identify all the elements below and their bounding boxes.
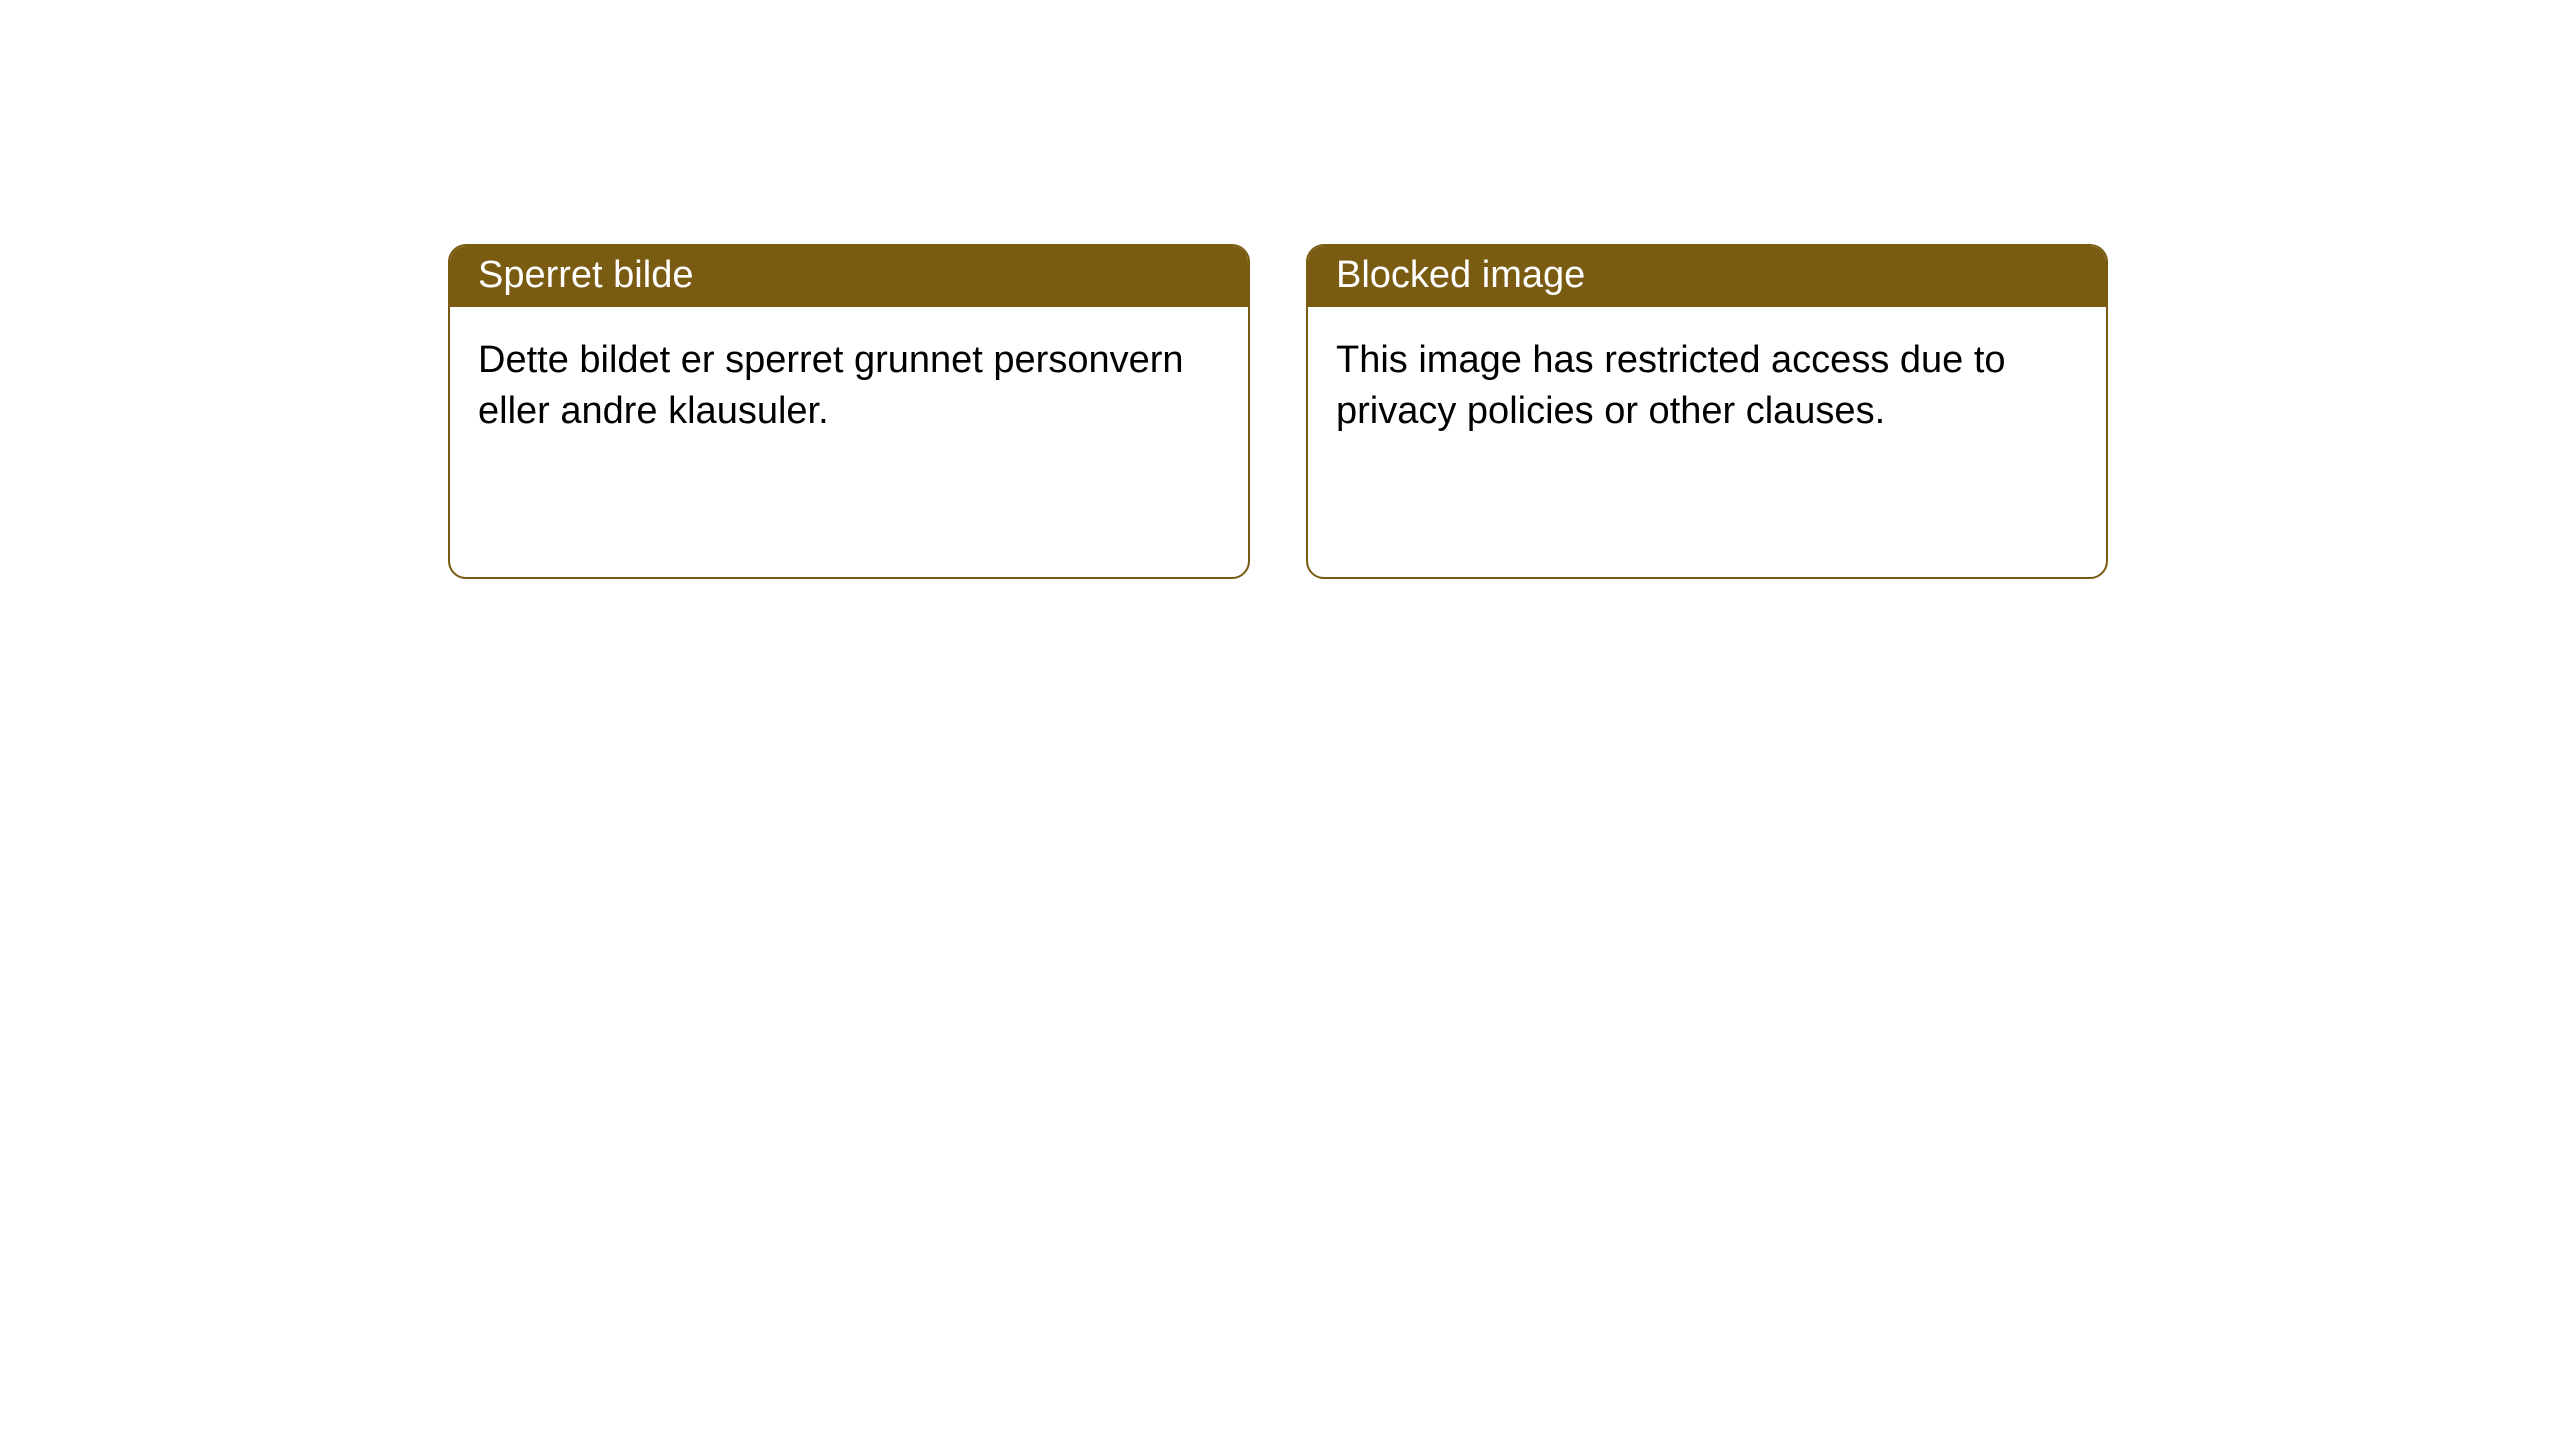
- box-body: Dette bildet er sperret grunnet personve…: [450, 307, 1248, 577]
- info-box-english: Blocked image This image has restricted …: [1306, 244, 2108, 579]
- box-text: Dette bildet er sperret grunnet personve…: [478, 335, 1220, 438]
- box-body: This image has restricted access due to …: [1308, 307, 2106, 577]
- box-header: Sperret bilde: [450, 246, 1248, 307]
- info-boxes-container: Sperret bilde Dette bildet er sperret gr…: [0, 0, 2560, 579]
- info-box-norwegian: Sperret bilde Dette bildet er sperret gr…: [448, 244, 1250, 579]
- box-text: This image has restricted access due to …: [1336, 335, 2078, 438]
- box-header: Blocked image: [1308, 246, 2106, 307]
